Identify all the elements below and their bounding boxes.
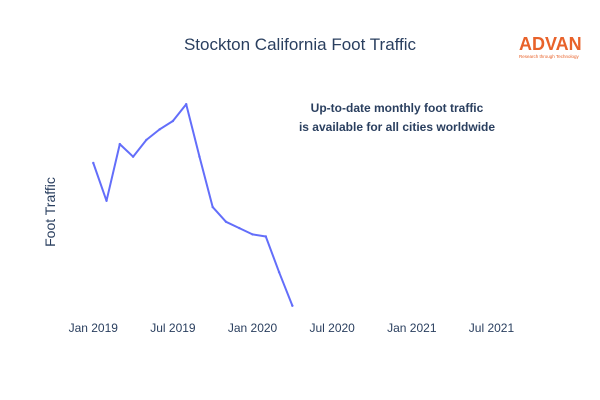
x-tick-label: Jul 2019: [150, 321, 196, 335]
data-point: [238, 226, 241, 230]
x-tick-label: Jul 2020: [309, 321, 355, 335]
x-axis-ticks: Jan 2019 Jul 2019 Jan 2020 Jul 2020 Jan 2021…: [69, 321, 515, 335]
data-point: [277, 271, 281, 274]
data-point: [211, 205, 214, 209]
series-layer: [92, 103, 294, 307]
data-point: [198, 155, 201, 158]
data-point: [145, 138, 148, 142]
annotation-line-2: is available for all cities worldwide: [299, 120, 495, 134]
logo-tagline: Research through Technology: [519, 54, 579, 59]
data-point: [171, 119, 175, 123]
data-point: [92, 161, 95, 165]
data-point: [184, 103, 188, 106]
advan-logo: ADVAN Research through Technology: [519, 34, 582, 59]
data-point: [264, 235, 268, 238]
annotation: Up-to-date monthly foot traffic is avail…: [299, 101, 495, 134]
x-tick-label: Jan 2020: [228, 321, 278, 335]
data-point: [105, 199, 108, 202]
y-axis-label: Foot Traffic: [42, 177, 58, 247]
data-point: [158, 128, 161, 131]
data-point: [251, 233, 254, 236]
data-point: [118, 142, 122, 146]
series-line: [92, 103, 294, 307]
data-point: [131, 155, 135, 158]
annotation-line-1: Up-to-date monthly foot traffic: [311, 101, 484, 115]
data-point: [224, 220, 228, 223]
chart-title: Stockton California Foot Traffic: [184, 35, 417, 54]
x-tick-label: Jan 2021: [387, 321, 437, 335]
logo-text: ADVAN: [519, 34, 582, 54]
data-point: [291, 304, 294, 307]
x-tick-label: Jan 2019: [69, 321, 119, 335]
x-tick-label: Jul 2021: [469, 321, 515, 335]
